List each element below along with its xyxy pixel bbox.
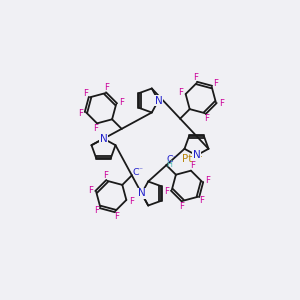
Text: F: F (114, 212, 119, 221)
Text: F: F (179, 202, 184, 211)
Text: F: F (88, 186, 93, 195)
Text: F: F (94, 206, 99, 215)
Text: N: N (154, 95, 162, 106)
Text: F: F (103, 171, 108, 180)
Text: F: F (204, 114, 209, 123)
Text: F: F (83, 89, 88, 98)
Text: N: N (138, 188, 146, 199)
Text: F: F (164, 187, 169, 196)
Text: F: F (104, 83, 109, 92)
Text: C: C (132, 168, 139, 177)
Text: ⁻: ⁻ (172, 153, 176, 162)
Text: F: F (93, 124, 98, 133)
Text: ⁻: ⁻ (138, 166, 142, 175)
Text: F: F (200, 196, 205, 205)
Text: F: F (193, 73, 198, 82)
Text: N: N (100, 134, 107, 144)
Text: F: F (213, 79, 218, 88)
Text: F: F (205, 176, 210, 185)
Text: N: N (193, 150, 200, 161)
Text: F: F (190, 161, 195, 170)
Text: F: F (219, 99, 224, 108)
Text: ++: ++ (190, 152, 203, 161)
Text: H: H (167, 160, 172, 169)
Text: F: F (119, 98, 124, 107)
Text: Pt: Pt (182, 154, 192, 164)
Text: F: F (129, 197, 134, 206)
Text: C: C (166, 155, 173, 164)
Text: F: F (78, 109, 83, 118)
Text: F: F (178, 88, 183, 97)
